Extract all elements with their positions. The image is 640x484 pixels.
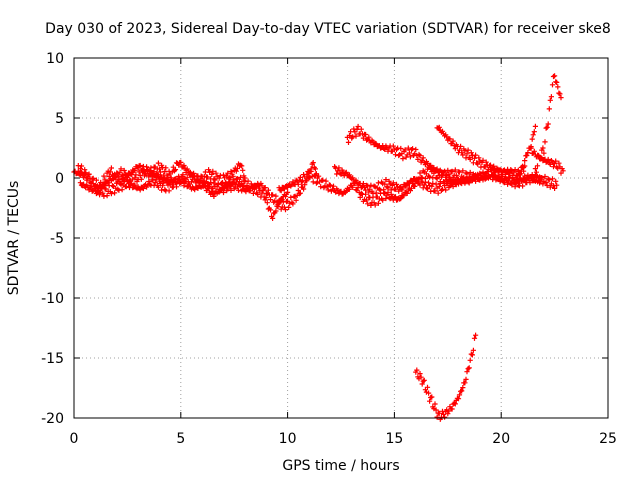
series-track-11 <box>413 332 479 422</box>
plot-frame <box>73 57 609 419</box>
series-track-3 <box>77 160 321 213</box>
y-tick-label: -20 <box>41 411 64 427</box>
y-tick-label: 10 <box>46 51 64 67</box>
x-tick-label: 5 <box>176 431 185 447</box>
y-tick-label: 0 <box>55 171 64 187</box>
x-tick-label: 25 <box>599 431 617 447</box>
axis-ticks: 0 5 10 15 20 25 -20 -15 -10 -5 0 5 10 <box>41 51 617 447</box>
series-markers <box>413 332 479 422</box>
chart-title: Day 030 of 2023, Sidereal Day-to-day VTE… <box>45 21 611 37</box>
x-tick-label: 20 <box>492 431 510 447</box>
x-tick-label: 10 <box>279 431 297 447</box>
y-tick-label: -15 <box>41 351 64 367</box>
y-tick-label: -10 <box>41 291 64 307</box>
x-tick-label: 15 <box>385 431 403 447</box>
series-track-7 <box>434 124 528 182</box>
x-tick-label: 0 <box>70 431 79 447</box>
series-markers <box>528 145 566 176</box>
series-track-10 <box>528 145 566 176</box>
data-series <box>71 73 566 422</box>
series-track-6 <box>332 164 560 197</box>
y-tick-label: -5 <box>50 231 64 247</box>
y-tick-label: 5 <box>55 111 64 127</box>
y-axis-label: SDTVAR / TECUs <box>6 181 22 296</box>
series-markers <box>332 164 560 197</box>
x-axis-label: GPS time / hours <box>282 458 399 474</box>
series-markers <box>77 160 321 213</box>
series-markers <box>434 124 528 182</box>
